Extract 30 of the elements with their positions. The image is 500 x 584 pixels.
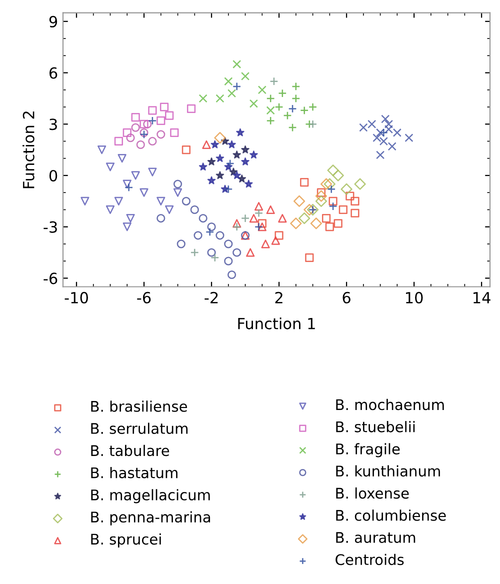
legend-label: B. hastatum: [91, 466, 178, 478]
legend-label: Centroids: [336, 554, 404, 566]
legend-label: B. kunthianum: [336, 465, 440, 477]
x-tick-label: -2: [204, 292, 218, 304]
legend-label: B. magellacicum: [91, 489, 210, 504]
y-tick-label: 3: [50, 118, 57, 130]
x-tick-label: 2: [275, 292, 282, 304]
x-tick-label: -6: [137, 292, 151, 304]
legend-label: B. sprucei: [91, 533, 161, 548]
legend-label: B. fragile: [336, 443, 400, 458]
legend-label: B. brasiliense: [91, 400, 188, 412]
x-tick-label: 6: [342, 292, 350, 304]
x-tick-label: 14: [474, 292, 490, 304]
legend-label: B. stuebelii: [336, 421, 415, 432]
legend-label: B. penna-marina: [91, 511, 210, 526]
x-tick-label: -10: [64, 292, 88, 304]
legend-label: B. loxense: [336, 487, 409, 499]
legend-label: B. auratum: [336, 532, 416, 543]
legend-label: B. mochaenum: [336, 398, 444, 410]
x-tick-label: 10: [406, 292, 423, 304]
legend-label: B. serrulatum: [91, 422, 188, 434]
legend-label: B. tabulare: [91, 444, 170, 456]
y-axis-title: Function 2: [22, 112, 34, 188]
y-tick-label: 0: [49, 170, 58, 182]
legend-label: B. columbiense: [336, 510, 446, 521]
y-tick-label: -6: [44, 272, 58, 284]
y-tick-label: 9: [49, 16, 58, 28]
y-tick-label: 6: [49, 67, 58, 79]
y-tick-label: -3: [44, 221, 57, 233]
x-axis-title: Function 1: [238, 318, 315, 330]
